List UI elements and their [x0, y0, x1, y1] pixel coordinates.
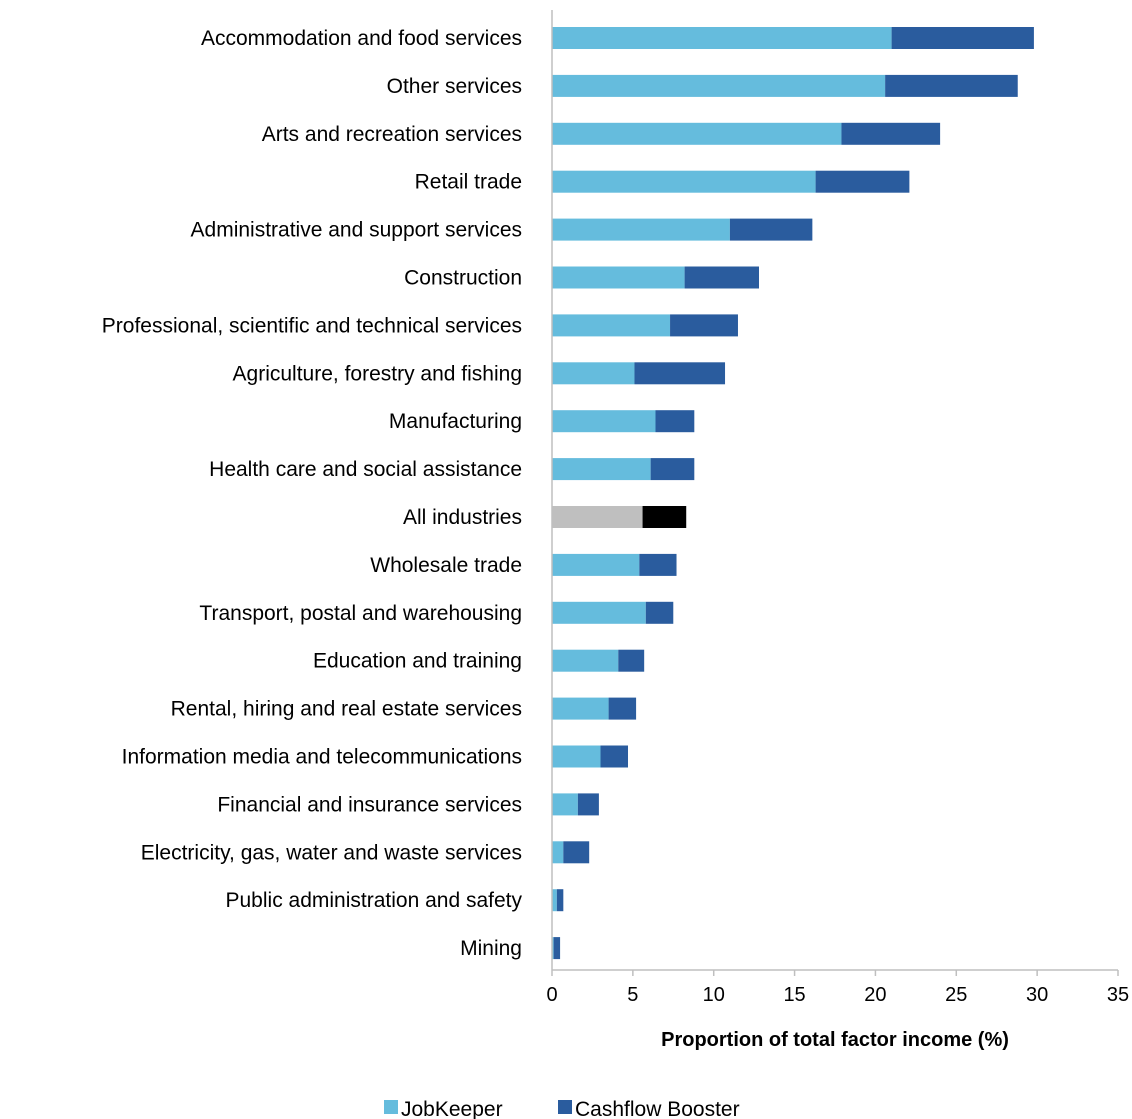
category-label: Financial and insurance services — [217, 793, 522, 816]
bar-jobkeeper-9 — [552, 458, 651, 481]
bar-cashflow-booster-4 — [729, 218, 813, 241]
category-label: Arts and recreation services — [262, 123, 522, 146]
category-label: Public administration and safety — [226, 889, 523, 912]
category-label: Electricity, gas, water and waste servic… — [141, 841, 522, 864]
x-tick-label: 0 — [546, 984, 557, 1006]
bar-cashflow-booster-12 — [645, 601, 674, 624]
bar-jobkeeper-16 — [552, 793, 578, 816]
bar-jobkeeper-11 — [552, 553, 640, 576]
x-tick-label: 15 — [783, 984, 805, 1006]
category-label: Construction — [404, 267, 522, 290]
legend-swatch — [384, 1100, 398, 1114]
category-label: Rental, hiring and real estate services — [171, 698, 522, 721]
category-label: Accommodation and food services — [201, 27, 522, 50]
bar-cashflow-booster-15 — [600, 745, 629, 768]
bar-jobkeeper-7 — [552, 362, 635, 385]
legend-item-cashflow-booster: Cashflow Booster — [558, 1098, 740, 1119]
category-label: Professional, scientific and technical s… — [102, 314, 522, 337]
x-tick-label: 20 — [864, 984, 886, 1006]
bar-jobkeeper-0 — [552, 27, 892, 49]
bar-cashflow-booster-1 — [885, 74, 1018, 97]
bar-cashflow-booster-3 — [815, 170, 910, 193]
bar-jobkeeper-2 — [552, 122, 842, 145]
bar-cashflow-booster-11 — [639, 553, 677, 576]
bar-jobkeeper-4 — [552, 218, 730, 241]
bar-cashflow-booster-7 — [634, 362, 726, 385]
bar-cashflow-booster-19 — [553, 937, 561, 960]
bar-cashflow-booster-6 — [670, 314, 738, 337]
category-label: Retail trade — [415, 171, 522, 194]
category-label: Information media and telecommunications — [122, 746, 522, 769]
x-tick-label: 25 — [945, 984, 967, 1006]
bar-jobkeeper-10 — [552, 506, 643, 528]
bar-cashflow-booster-14 — [608, 697, 637, 720]
x-tick-label: 35 — [1107, 984, 1129, 1006]
category-label: Transport, postal and warehousing — [199, 602, 522, 625]
category-label: Administrative and support services — [191, 219, 522, 242]
bar-jobkeeper-13 — [552, 649, 619, 672]
bar-jobkeeper-8 — [552, 410, 656, 433]
bar-jobkeeper-19 — [552, 937, 554, 960]
bar-cashflow-booster-8 — [655, 410, 695, 433]
x-axis-ticks: 0 5 10 15 20 25 30 35 — [546, 970, 1129, 1006]
bar-jobkeeper-12 — [552, 601, 646, 624]
category-label: Health care and social assistance — [209, 458, 522, 481]
category-label: Mining — [460, 937, 522, 960]
bar-cashflow-booster-0 — [891, 27, 1034, 49]
category-label: Education and training — [313, 650, 522, 673]
bar-jobkeeper-14 — [552, 697, 609, 720]
bar-cashflow-booster-5 — [684, 266, 759, 289]
bar-cashflow-booster-18 — [556, 889, 564, 912]
bars-group — [552, 27, 1034, 960]
bar-jobkeeper-6 — [552, 314, 671, 337]
bar-cashflow-booster-10 — [642, 506, 687, 528]
legend: JobKeeper Cashflow Booster — [384, 1098, 740, 1119]
bar-jobkeeper-17 — [552, 841, 564, 864]
x-tick-label: 10 — [703, 984, 725, 1006]
x-tick-label: 30 — [1026, 984, 1048, 1006]
bar-jobkeeper-18 — [552, 889, 557, 912]
category-label: Agriculture, forestry and fishing — [233, 362, 522, 385]
bar-cashflow-booster-13 — [618, 649, 645, 672]
category-label: Other services — [387, 75, 522, 98]
category-labels: Accommodation and food services Other ser… — [102, 27, 523, 960]
category-label: Manufacturing — [389, 410, 522, 433]
bar-jobkeeper-1 — [552, 74, 886, 97]
bar-jobkeeper-15 — [552, 745, 601, 768]
x-tick-label: 5 — [627, 984, 638, 1006]
category-label: All industries — [403, 506, 522, 529]
bar-jobkeeper-3 — [552, 170, 816, 193]
bar-jobkeeper-5 — [552, 266, 685, 289]
x-axis-title: Proportion of total factor income (%) — [661, 1029, 1009, 1051]
bar-cashflow-booster-2 — [841, 122, 941, 145]
legend-item-jobkeeper: JobKeeper — [384, 1098, 503, 1119]
legend-label: JobKeeper — [401, 1098, 503, 1119]
bar-cashflow-booster-16 — [577, 793, 599, 816]
category-label: Wholesale trade — [370, 554, 522, 577]
legend-label: Cashflow Booster — [575, 1098, 740, 1119]
legend-swatch — [558, 1100, 572, 1114]
bar-cashflow-booster-9 — [650, 458, 695, 481]
bar-cashflow-booster-17 — [563, 841, 590, 864]
